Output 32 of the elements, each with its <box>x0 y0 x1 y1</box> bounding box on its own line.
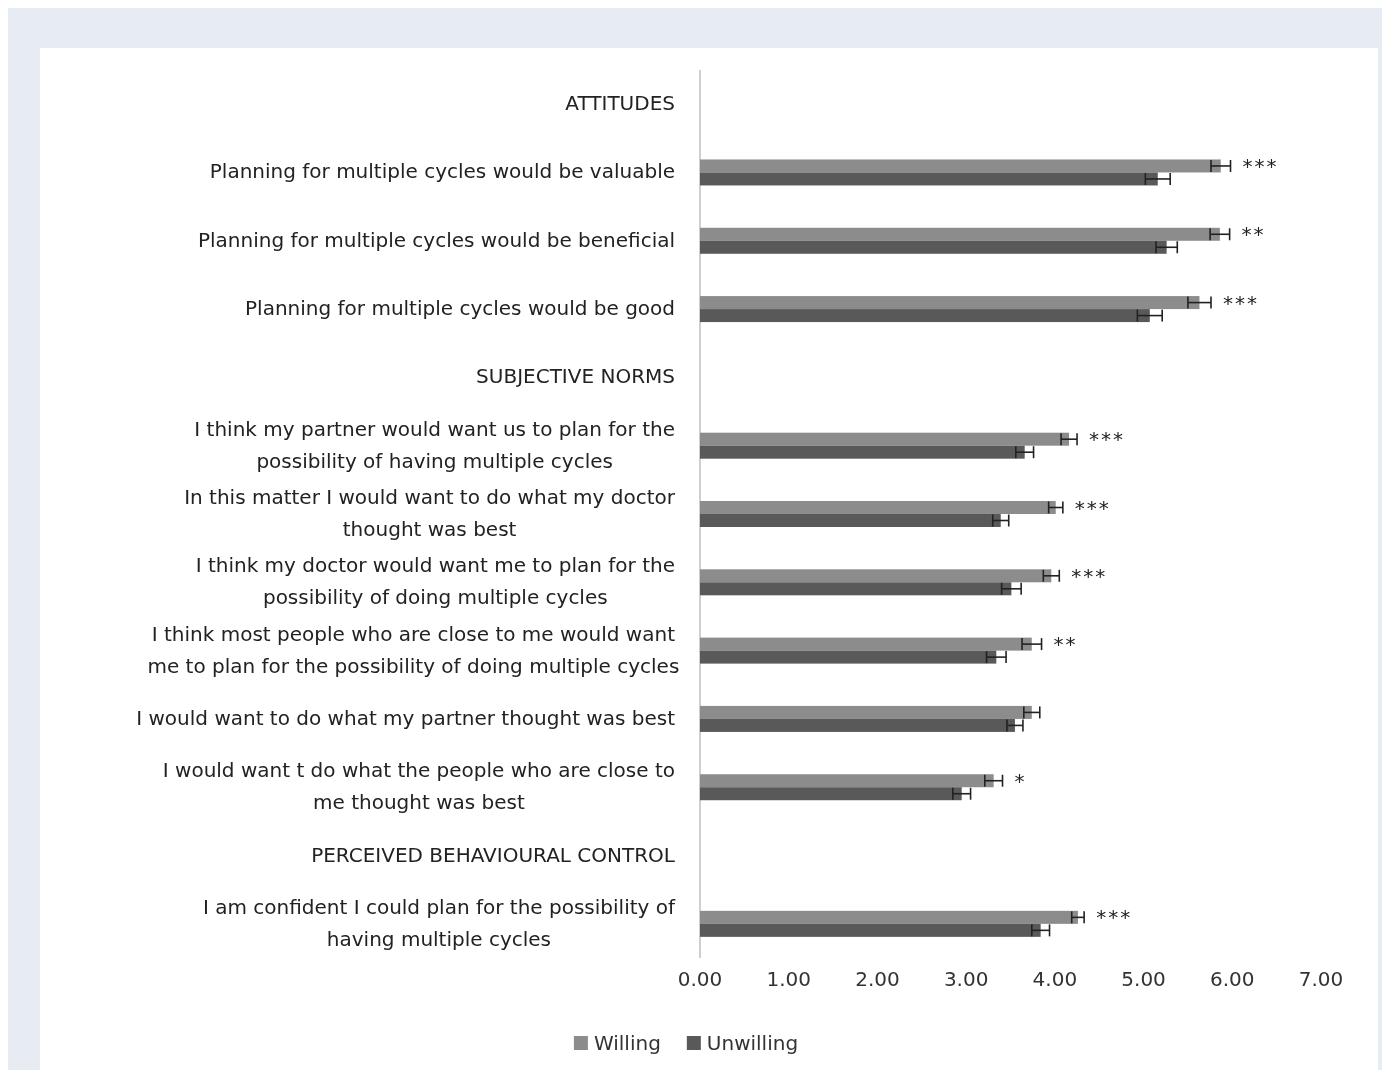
y-tick-label: In this matter I would want to do what my doctor thought was best <box>184 484 676 541</box>
y-tick-label: PERCEIVED BEHAVIOURAL CONTROL <box>311 842 676 867</box>
annotation: *** <box>1222 290 1259 315</box>
annotation: ** <box>1053 632 1078 657</box>
x-tick-label: 4.00 <box>1032 967 1078 991</box>
y-tick-label: I would want to do what my partner thought was best <box>136 705 676 730</box>
x-tick-label: 2.00 <box>855 967 900 991</box>
y-tick-label: I would want t do what the people who are close to me thought was best <box>162 757 675 814</box>
y-tick-label: Planning for multiple cycles would be beneficial <box>197 227 675 252</box>
x-tick-label: 7.00 <box>1298 967 1344 991</box>
x-tick-label: 1.00 <box>766 967 811 991</box>
annotation: ** <box>1241 222 1266 247</box>
y-tick-label: ATTITUDES <box>565 90 675 115</box>
x-tick-label: 3.00 <box>943 967 989 991</box>
x-tick-label: 5.00 <box>1121 967 1166 991</box>
annotation: * <box>1014 768 1027 793</box>
y-tick-label: Planning for multiple cycles would be valuable <box>209 158 675 183</box>
annotation: *** <box>1074 495 1111 520</box>
annotation: *** <box>1089 427 1126 452</box>
y-tick-label: SUBJECTIVE NORMS <box>476 363 675 388</box>
legend-label: Unwilling <box>706 1030 799 1055</box>
annotation: *** <box>1071 563 1108 588</box>
annotation: *** <box>1242 153 1279 178</box>
y-tick-label: Planning for multiple cycles would be good <box>245 295 675 320</box>
y-tick-label: I am confident I could plan for the possibility of having multiple cycles <box>202 894 676 951</box>
y-tick-label: I think my doctor would want me to plan for the possibility of doing multiple cycles <box>195 552 675 609</box>
y-tick-label: I think most people who are close to me would want me to plan for the possibility of doing multiple cycles <box>147 621 680 678</box>
annotation: *** <box>1096 905 1133 930</box>
y-tick-label: I think my partner would want us to plan for the possibility of having multiple cycles <box>194 416 675 473</box>
x-tick-label: 6.00 <box>1210 967 1255 991</box>
legend-label: Willing <box>593 1030 661 1055</box>
x-tick-label: 0.00 <box>677 967 723 991</box>
